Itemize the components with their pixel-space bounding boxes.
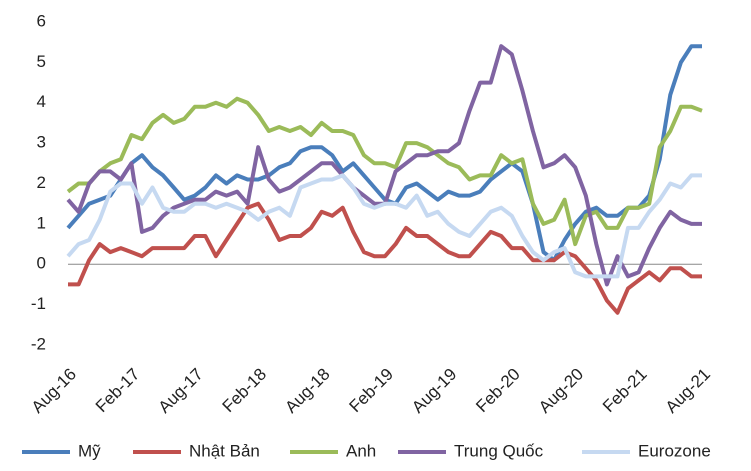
y-tick-label: -1: [31, 294, 46, 313]
legend-label: Anh: [346, 441, 376, 460]
x-tick-label: Feb-20: [472, 365, 524, 417]
y-tick-label: 1: [37, 213, 46, 232]
x-tick-label: Aug-17: [155, 365, 207, 417]
x-tick-label: Feb-18: [219, 365, 271, 417]
legend-label: Eurozone: [638, 441, 711, 460]
x-tick-label: Aug-21: [662, 365, 714, 417]
x-tick-label: Aug-19: [408, 365, 460, 417]
x-tick-label: Feb-21: [599, 365, 651, 417]
legend-label: Nhật Bản: [189, 441, 260, 460]
legend-label: Trung Quốc: [454, 441, 544, 460]
y-tick-label: -2: [31, 334, 46, 353]
y-tick-label: 6: [37, 11, 46, 30]
legend-label: Mỹ: [78, 441, 101, 460]
x-tick-label: Aug-16: [28, 365, 80, 417]
x-tick-label: Aug-18: [281, 365, 333, 417]
y-tick-label: 5: [37, 52, 46, 71]
series-line: [66, 173, 702, 279]
y-tick-label: 0: [37, 254, 46, 273]
y-tick-label: 4: [37, 92, 46, 111]
x-tick-label: Feb-17: [92, 365, 144, 417]
y-tick-label: 3: [37, 133, 46, 152]
x-tick-label: Aug-20: [535, 365, 587, 417]
series-line: [68, 201, 702, 315]
x-tick-label: Feb-19: [345, 365, 397, 417]
y-tick-label: 2: [37, 173, 46, 192]
series-line: [66, 96, 703, 247]
